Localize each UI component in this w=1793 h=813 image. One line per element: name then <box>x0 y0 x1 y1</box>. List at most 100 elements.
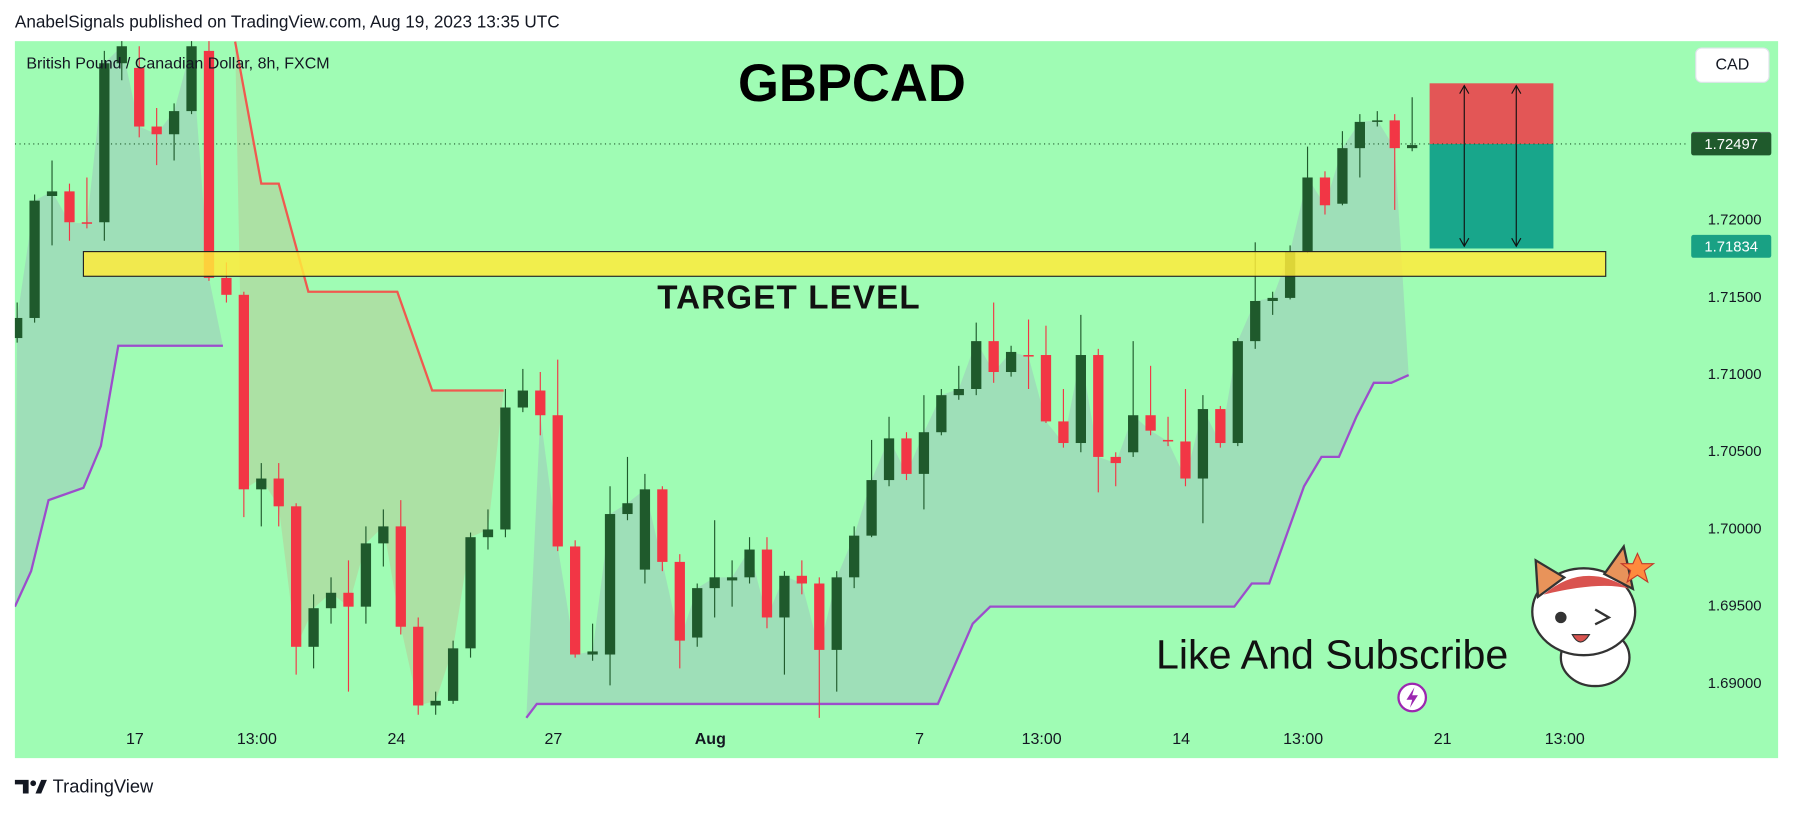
x-tick-label: 14 <box>1172 731 1190 748</box>
candle-body <box>587 651 598 655</box>
candle-body <box>1389 120 1400 149</box>
y-tick-label: 1.70000 <box>1708 521 1762 537</box>
candle-body <box>273 478 284 507</box>
candle-body <box>134 67 145 127</box>
candle-body <box>570 546 581 655</box>
star <box>1619 552 1656 584</box>
indicator-fill <box>235 41 504 706</box>
candle-body <box>1075 355 1086 444</box>
candle-body <box>1005 351 1017 373</box>
stop-zone <box>1429 83 1554 144</box>
candle-body <box>1407 145 1418 149</box>
indicator-line <box>14 344 1410 719</box>
candle-body <box>1093 355 1104 457</box>
candle-body <box>918 432 930 474</box>
candle-body <box>517 390 528 408</box>
candle-body <box>1319 177 1331 206</box>
candle-body <box>1372 120 1383 122</box>
chart-title: GBPCAD <box>738 54 966 113</box>
candle-body <box>552 415 563 547</box>
candle-body <box>1337 148 1348 204</box>
candle-body <box>151 126 162 135</box>
indicator-fill <box>14 46 223 607</box>
x-tick-label: 13:00 <box>1283 731 1323 748</box>
candle-body <box>500 407 511 530</box>
candle-body <box>1197 409 1209 479</box>
candle-body <box>1110 456 1121 464</box>
candle-body <box>116 46 127 64</box>
cat-mouth <box>1571 634 1591 643</box>
candle-body <box>639 489 651 570</box>
candle-body <box>1162 439 1174 442</box>
icon-bolt <box>1406 687 1418 708</box>
cat-wink <box>1594 608 1612 626</box>
candle-body <box>430 700 441 706</box>
candle-body <box>308 608 319 647</box>
candle-body <box>901 438 912 474</box>
currency-label: CAD <box>1715 56 1749 73</box>
candle-body <box>14 317 23 339</box>
candle-body <box>413 626 424 706</box>
candle-body <box>221 277 232 295</box>
candle-body <box>604 514 616 655</box>
candle-body <box>482 529 494 538</box>
x-tick-label: 27 <box>544 731 562 748</box>
candle-body <box>64 191 75 223</box>
candle-body <box>238 294 249 490</box>
candle-body <box>1267 297 1278 301</box>
candle-body <box>1023 355 1034 357</box>
cat-eye <box>1555 611 1567 624</box>
arrow-head <box>1511 84 1522 248</box>
candle-body <box>1180 441 1191 479</box>
currency-button[interactable] <box>1695 47 1770 83</box>
y-tick-label: 1.69500 <box>1708 599 1762 615</box>
x-tick-label: Aug <box>695 731 726 748</box>
candle-body <box>796 575 807 584</box>
candle-body <box>1040 355 1052 422</box>
y-tick-label: 1.72000 <box>1708 213 1762 229</box>
candle-body <box>447 648 459 701</box>
candle-body <box>657 489 668 562</box>
candle-body <box>814 583 825 650</box>
candle-body <box>866 480 877 536</box>
x-tick-label: 7 <box>915 731 924 748</box>
candle-body <box>692 588 703 638</box>
candle-body <box>1250 300 1261 342</box>
price-label: 1.71834 <box>1704 239 1758 255</box>
candle-body <box>1145 415 1156 431</box>
candle-body <box>1215 409 1226 444</box>
candle-body <box>1128 415 1139 453</box>
candle-body <box>1232 341 1243 444</box>
price-label: 1.72497 <box>1704 137 1758 153</box>
candle-body <box>535 390 546 416</box>
candle-body <box>325 592 337 609</box>
candle-body <box>168 111 180 135</box>
candle-body <box>622 503 633 515</box>
candle-body <box>831 577 842 650</box>
y-tick-label: 1.70500 <box>1708 444 1762 460</box>
candle-body <box>1354 121 1365 149</box>
candle-body <box>883 438 895 481</box>
price-label-box <box>1691 234 1772 258</box>
y-tick-label: 1.71000 <box>1708 367 1762 383</box>
candle-body <box>936 395 947 433</box>
candle-body <box>1058 421 1069 444</box>
candle-body <box>709 577 720 589</box>
candle-body <box>203 50 215 278</box>
publish-header: AnabelSignals published on TradingView.c… <box>15 11 560 31</box>
cat-ear <box>1534 558 1567 600</box>
x-tick-label: 13:00 <box>1022 731 1062 748</box>
symbol-label: British Pound / Canadian Dollar, 8h, FXC… <box>26 55 329 72</box>
x-tick-label: 21 <box>1434 731 1452 748</box>
candle-body <box>465 537 476 649</box>
candle-body <box>726 577 738 581</box>
candle-body <box>81 222 93 224</box>
x-tick-label: 17 <box>126 731 144 748</box>
y-tick-label: 1.71500 <box>1708 290 1762 306</box>
plot-area <box>14 41 1687 719</box>
cat-sticker <box>1531 543 1656 688</box>
candle-body <box>395 526 406 627</box>
candle-body <box>779 575 790 618</box>
